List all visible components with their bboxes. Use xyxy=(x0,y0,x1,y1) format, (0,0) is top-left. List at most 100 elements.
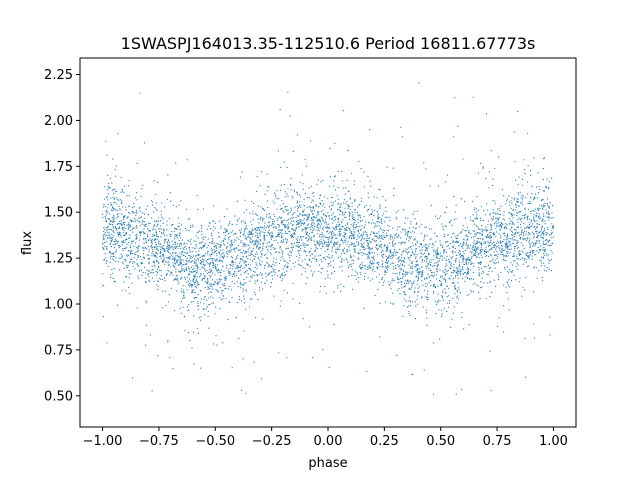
data-point xyxy=(285,209,287,211)
data-point xyxy=(446,273,448,275)
data-point xyxy=(204,268,206,270)
data-point xyxy=(160,278,162,280)
data-point xyxy=(230,240,232,242)
data-point xyxy=(260,251,262,253)
data-point xyxy=(476,284,478,286)
data-point xyxy=(386,249,388,252)
data-point xyxy=(465,244,467,246)
data-point xyxy=(473,223,475,225)
data-point xyxy=(452,256,454,258)
data-point xyxy=(391,292,394,294)
data-point xyxy=(385,210,387,212)
data-point xyxy=(294,206,296,208)
data-point xyxy=(284,275,286,277)
data-point xyxy=(371,278,373,280)
data-point xyxy=(471,256,473,258)
data-point xyxy=(485,230,487,232)
data-point xyxy=(522,234,524,237)
data-point xyxy=(523,217,525,219)
data-point xyxy=(543,243,546,245)
data-point xyxy=(303,198,305,200)
data-point xyxy=(159,255,162,257)
data-point xyxy=(113,235,115,237)
data-point xyxy=(247,263,250,265)
data-point xyxy=(466,258,469,261)
data-point xyxy=(548,181,550,183)
data-point xyxy=(214,222,216,224)
data-point xyxy=(178,222,180,224)
data-point xyxy=(148,251,150,253)
data-point xyxy=(171,247,173,249)
data-point xyxy=(167,264,170,267)
data-point xyxy=(533,197,535,199)
data-point xyxy=(339,204,341,206)
data-point xyxy=(200,225,203,227)
data-point xyxy=(155,248,158,250)
data-point xyxy=(529,239,531,241)
data-point xyxy=(472,255,475,257)
data-point xyxy=(552,242,554,244)
data-point xyxy=(417,264,419,266)
data-point xyxy=(280,256,282,258)
data-point xyxy=(223,216,226,218)
data-point xyxy=(200,262,202,264)
data-point xyxy=(324,250,326,252)
data-point xyxy=(211,260,213,262)
data-point xyxy=(509,204,511,206)
data-point xyxy=(538,218,541,220)
data-point xyxy=(109,242,111,244)
data-point xyxy=(508,309,510,311)
data-point xyxy=(163,239,165,241)
data-point xyxy=(128,254,130,256)
data-point xyxy=(320,272,322,274)
data-point xyxy=(282,210,284,212)
data-point xyxy=(413,280,415,282)
data-point xyxy=(530,210,532,213)
data-point xyxy=(400,231,402,233)
data-point xyxy=(193,267,195,269)
data-point xyxy=(263,234,265,236)
data-point xyxy=(518,251,520,253)
data-point xyxy=(513,214,515,216)
data-point xyxy=(240,241,242,243)
data-point xyxy=(175,278,177,280)
data-point xyxy=(135,238,137,240)
data-point xyxy=(312,257,314,259)
data-point xyxy=(128,179,130,181)
data-point xyxy=(468,229,470,231)
data-point xyxy=(466,269,468,271)
data-point xyxy=(489,260,491,263)
data-point xyxy=(224,279,226,281)
data-point xyxy=(491,260,493,262)
data-point xyxy=(514,231,517,233)
data-point xyxy=(439,276,442,278)
data-point xyxy=(342,249,344,251)
data-point xyxy=(404,217,407,219)
data-point xyxy=(195,265,197,267)
data-point xyxy=(320,181,322,183)
data-point xyxy=(464,249,466,251)
data-point xyxy=(322,219,324,221)
data-point xyxy=(370,267,372,269)
data-point xyxy=(155,208,157,210)
data-point xyxy=(515,265,517,267)
data-point xyxy=(532,210,534,212)
data-point xyxy=(312,253,314,255)
data-point xyxy=(232,257,234,259)
data-point xyxy=(521,295,523,297)
data-point xyxy=(359,215,361,217)
data-point xyxy=(407,234,409,236)
data-point xyxy=(500,221,502,224)
data-point xyxy=(486,235,488,237)
data-point xyxy=(287,263,289,265)
data-point xyxy=(511,242,513,245)
data-point xyxy=(308,258,310,260)
data-point xyxy=(337,241,339,243)
data-point xyxy=(148,273,150,275)
data-point xyxy=(165,238,167,240)
data-point xyxy=(274,226,276,228)
data-point xyxy=(330,208,333,210)
data-point xyxy=(212,258,214,260)
data-point xyxy=(457,298,460,300)
data-point xyxy=(145,301,147,304)
